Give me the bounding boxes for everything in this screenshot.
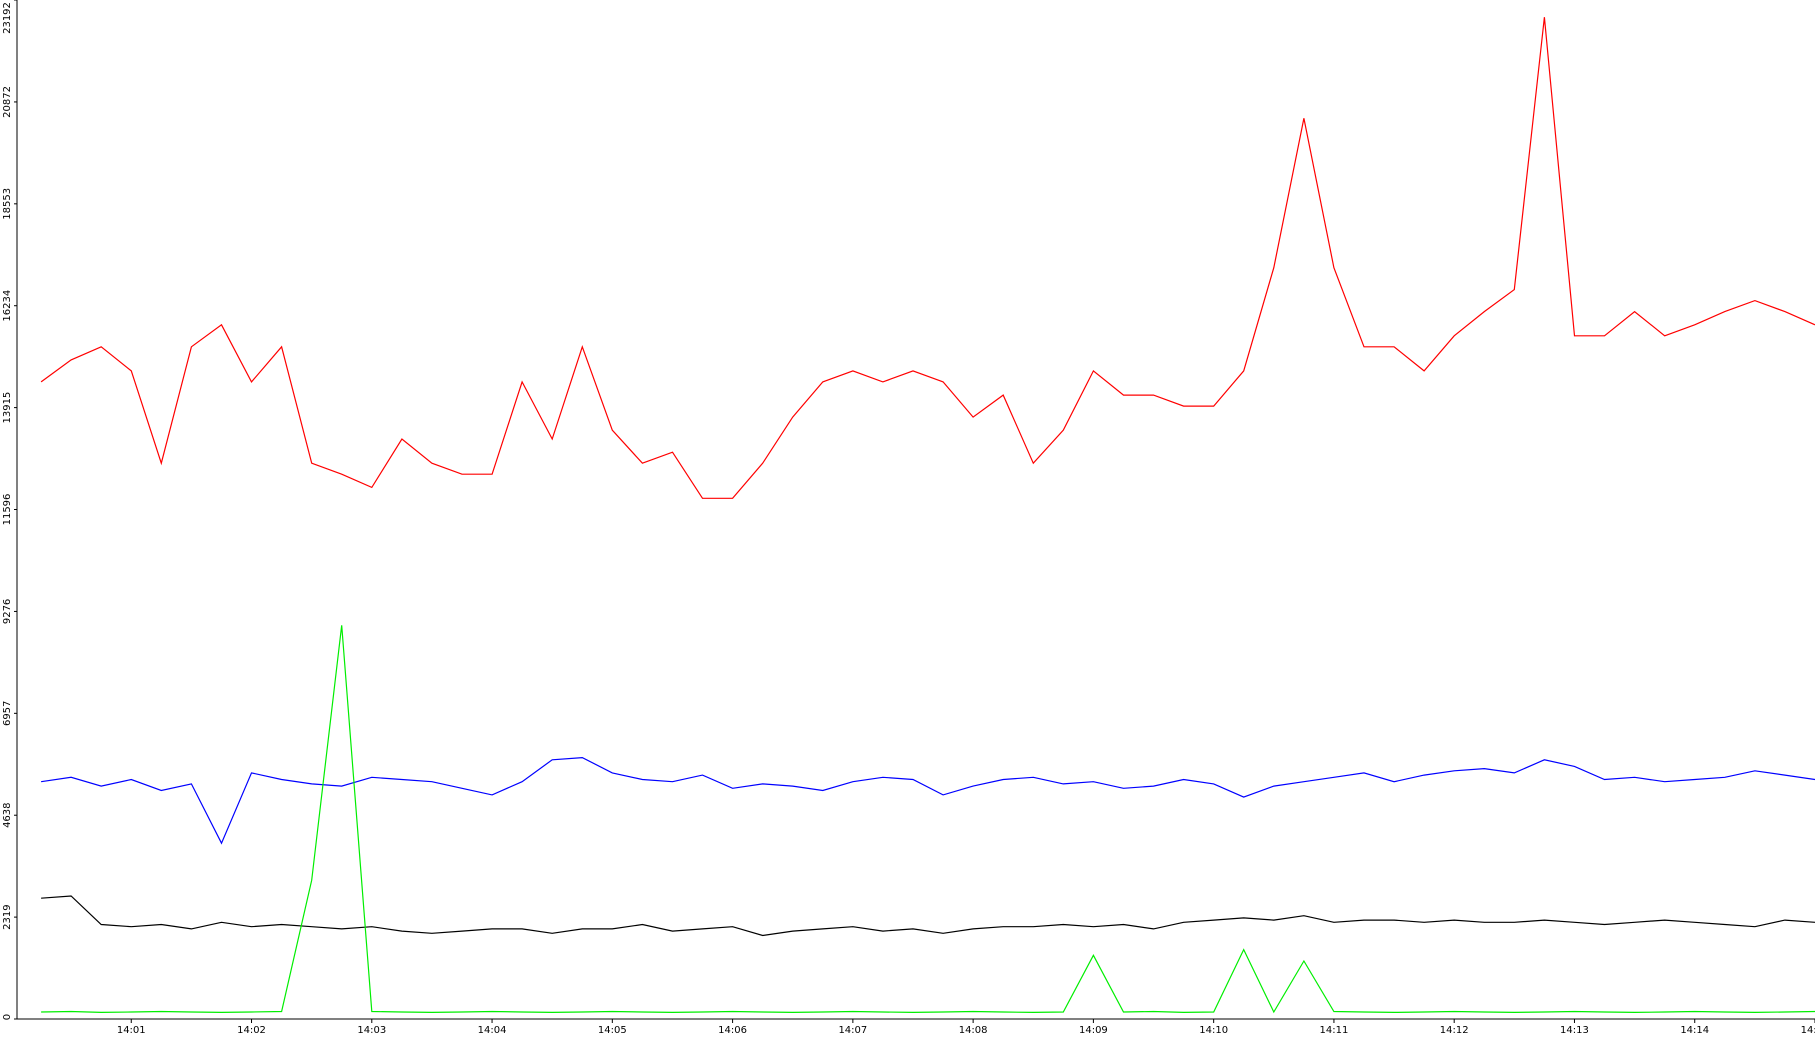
y-tick-label: 18553 [2, 188, 13, 220]
x-tick-label: 14:06 [718, 1025, 747, 1036]
x-tick-label: 14:04 [478, 1025, 507, 1036]
y-tick-label: 0 [2, 1014, 13, 1020]
y-tick-label: 23192 [2, 2, 13, 34]
x-tick-label: 14:03 [357, 1025, 386, 1036]
x-tick-label: 14:15 [1801, 1025, 1815, 1036]
y-tick-label: 2319 [2, 904, 13, 929]
y-tick-label: 9276 [2, 599, 13, 624]
y-tick-label: 20872 [2, 86, 13, 118]
x-tick-label: 14:01 [117, 1025, 146, 1036]
series-line [40, 17, 1815, 499]
y-tick-label: 4638 [2, 802, 13, 827]
x-tick-label: 14:10 [1199, 1025, 1228, 1036]
y-tick-label: 6957 [2, 701, 13, 726]
x-tick-label: 14:08 [959, 1025, 988, 1036]
series-line [41, 625, 1815, 1014]
x-tick-label: 14:11 [1320, 1025, 1349, 1036]
y-tick-label: 16234 [2, 290, 13, 322]
x-tick-label: 14:02 [237, 1025, 266, 1036]
x-tick-label: 14:07 [838, 1025, 867, 1036]
x-tick-label: 14:12 [1440, 1025, 1469, 1036]
y-tick-label: 11596 [2, 494, 13, 526]
x-tick-label: 14:05 [598, 1025, 627, 1036]
y-tick-label: 13915 [2, 392, 13, 424]
x-tick-label: 14:09 [1079, 1025, 1108, 1036]
x-tick-label: 14:13 [1560, 1025, 1589, 1036]
x-tick-label: 14:14 [1680, 1025, 1709, 1036]
series-line [41, 895, 1815, 937]
series-line [41, 756, 1815, 845]
